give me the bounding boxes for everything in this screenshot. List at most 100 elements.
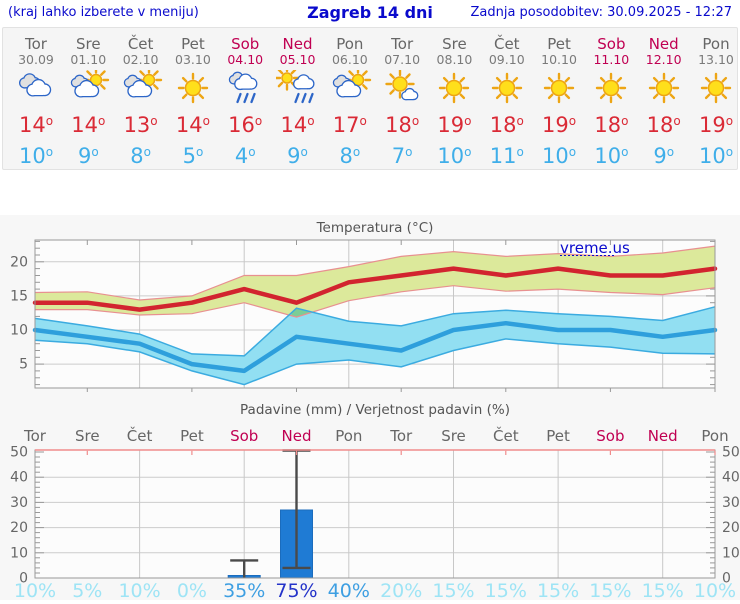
- day-name: Sre: [62, 35, 115, 53]
- probability-label: 10%: [14, 580, 56, 600]
- day-date: 10.10: [533, 52, 586, 67]
- precip-day-label: Tor: [23, 427, 47, 445]
- day-name: Pon: [323, 35, 376, 53]
- day-date: 05.10: [271, 52, 324, 67]
- day-name: Pet: [166, 35, 219, 53]
- degree-symbol: o: [98, 114, 105, 128]
- precip-day-label: Sre: [441, 427, 466, 445]
- degree-symbol: o: [621, 114, 628, 128]
- degree-symbol: o: [516, 145, 523, 159]
- sun-disc-icon: [604, 81, 619, 96]
- degree-symbol: o: [667, 145, 674, 159]
- weather-icon-sunny: [428, 70, 481, 108]
- degree-symbol: o: [301, 145, 308, 159]
- day-name: Čet: [114, 35, 167, 53]
- low-temp: 7o: [376, 144, 429, 168]
- y-axis-label-right: 50: [722, 445, 740, 461]
- degree-symbol: o: [405, 145, 412, 159]
- sun-disc-icon: [282, 73, 292, 83]
- weather-icon-sunny: [533, 70, 586, 108]
- sun-disc-icon: [552, 81, 567, 96]
- precip-day-label: Čet: [493, 426, 519, 445]
- probability-label: 15%: [485, 580, 527, 600]
- weather-icon-sunny: [480, 70, 533, 108]
- probability-label: 10%: [694, 580, 736, 600]
- precip-day-label: Pon: [335, 427, 362, 445]
- day-name: Čet: [480, 35, 533, 53]
- low-temp: 5o: [166, 144, 219, 168]
- low-temp: 4o: [219, 144, 272, 168]
- day-name: Ned: [271, 35, 324, 53]
- high-temp: 16o: [219, 113, 272, 137]
- low-temp: 9o: [271, 144, 324, 168]
- low-temp: 10o: [585, 144, 638, 168]
- day-date: 04.10: [219, 52, 272, 67]
- header-bar: (kraj lahko izberete v meniju) Zagreb 14…: [0, 0, 740, 27]
- day-date: 06.10: [323, 52, 376, 67]
- degree-symbol: o: [569, 145, 576, 159]
- day-date: 09.10: [480, 52, 533, 67]
- sun-disc-icon: [499, 81, 514, 96]
- degree-symbol: o: [516, 114, 523, 128]
- y-axis-label: 10: [10, 323, 28, 339]
- y-axis-label-right: 40: [722, 470, 740, 486]
- low-temp: 10o: [428, 144, 481, 168]
- day-name: Sob: [219, 35, 272, 53]
- probability-label: 5%: [72, 580, 102, 600]
- probability-label: 35%: [223, 580, 265, 600]
- day-name: Sob: [585, 35, 638, 53]
- degree-symbol: o: [726, 114, 733, 128]
- day-date: 07.10: [376, 52, 429, 67]
- day-name: Tor: [10, 35, 63, 53]
- degree-symbol: o: [255, 114, 262, 128]
- probability-label: 15%: [537, 580, 579, 600]
- day-name: Sre: [428, 35, 481, 53]
- sun-disc-icon: [185, 81, 200, 96]
- low-temp: 8o: [323, 144, 376, 168]
- day-name: Pet: [533, 35, 586, 53]
- y-axis-label-right: 10: [722, 545, 740, 561]
- weather-icon-sunny: [166, 70, 219, 108]
- probability-label: 0%: [177, 580, 207, 600]
- low-temp: 11o: [480, 144, 533, 168]
- precip-day-label: Pet: [180, 427, 204, 445]
- chart-title: Padavine (mm) / Verjetnost padavin (%): [240, 402, 510, 418]
- y-axis-label: 40: [10, 470, 28, 486]
- high-temp: 14o: [10, 113, 63, 137]
- precip-day-label: Sob: [230, 427, 258, 445]
- low-temp: 10o: [690, 144, 740, 168]
- degree-symbol: o: [673, 114, 680, 128]
- degree-symbol: o: [621, 145, 628, 159]
- degree-symbol: o: [91, 145, 98, 159]
- probability-label: 10%: [118, 580, 160, 600]
- y-axis-label: 20: [10, 254, 28, 270]
- day-date: 11.10: [585, 52, 638, 67]
- precip-day-label: Ned: [648, 427, 678, 445]
- probability-label: 40%: [328, 580, 370, 600]
- chart-title: Temperatura (°C): [316, 220, 434, 236]
- high-temp: 18o: [637, 113, 690, 137]
- sun-disc-icon: [709, 81, 724, 96]
- high-temp: 17o: [323, 113, 376, 137]
- degree-symbol: o: [360, 114, 367, 128]
- y-axis-label: 15: [10, 288, 28, 304]
- high-temp: 19o: [428, 113, 481, 137]
- weather-icon-sun-cloud: [62, 70, 115, 108]
- degree-symbol: o: [726, 145, 733, 159]
- weather-icon-sun-small-cloud: [376, 70, 429, 108]
